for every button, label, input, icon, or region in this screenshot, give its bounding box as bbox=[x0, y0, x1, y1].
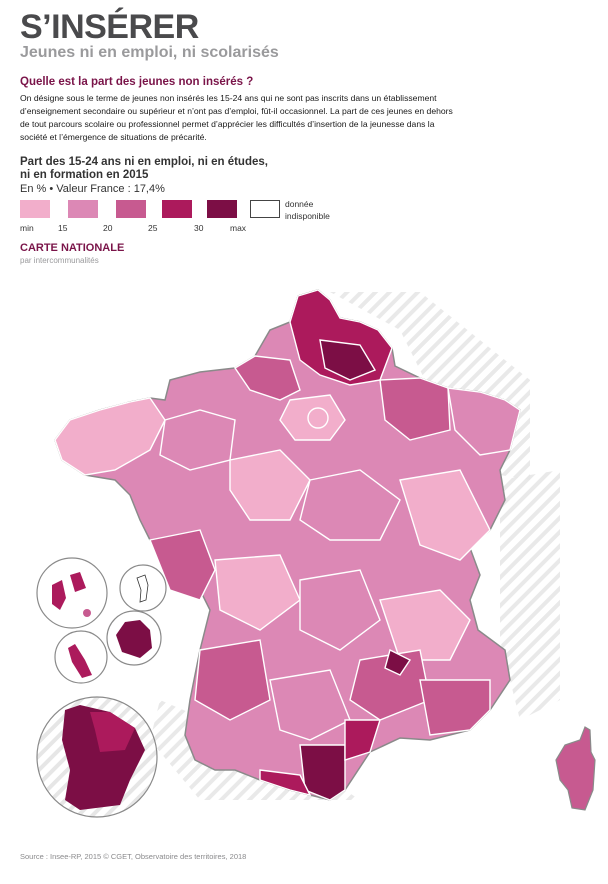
legend-swatch-4 bbox=[162, 200, 192, 218]
legend-title-line2: ni en formation en 2015 bbox=[20, 169, 149, 181]
legend-tick: 15 bbox=[58, 223, 68, 233]
map-section-title: CARTE NATIONALE bbox=[20, 242, 125, 254]
neighbor-hatch-east bbox=[500, 470, 560, 720]
map-section-subtitle: par intercommunalités bbox=[20, 256, 99, 265]
na-label-line2: indisponible bbox=[285, 211, 330, 221]
intro-question: Quelle est la part des jeunes non inséré… bbox=[20, 76, 254, 88]
legend-swatch-no-data bbox=[250, 200, 280, 218]
intro-text: On désigne sous le terme de jeunes non i… bbox=[20, 93, 453, 142]
inset-martinique bbox=[54, 630, 108, 684]
legend-tick: 30 bbox=[194, 223, 204, 233]
legend-swatch-5 bbox=[207, 200, 237, 218]
legend-tick: 20 bbox=[103, 223, 113, 233]
legend-no-data-label: donnée indisponible bbox=[285, 198, 330, 222]
inset-mayotte bbox=[119, 564, 167, 612]
legend-swatch-2 bbox=[68, 200, 98, 218]
page-title: S’INSÉRER bbox=[20, 8, 199, 46]
legend-title: Part des 15-24 ans ni en emploi, ni en é… bbox=[20, 156, 268, 182]
legend-tick: max bbox=[230, 223, 247, 233]
legend-swatch-3 bbox=[116, 200, 146, 218]
legend-tick: 25 bbox=[148, 223, 158, 233]
legend-title-line1: Part des 15-24 ans ni en emploi, ni en é… bbox=[20, 156, 268, 168]
inset-reunion bbox=[106, 610, 162, 666]
legend-swatch-1 bbox=[20, 200, 50, 218]
source-credit: Source : Insee-RP, 2015 © CGET, Observat… bbox=[20, 852, 247, 861]
legend-tick: min bbox=[20, 223, 34, 233]
mainland-france bbox=[54, 289, 521, 801]
france-choropleth-map bbox=[36, 289, 596, 818]
page-subtitle: Jeunes ni en emploi, ni scolarisés bbox=[20, 44, 279, 61]
legend-unit: En % • Valeur France : 17,4% bbox=[20, 183, 165, 195]
na-label-line1: donnée bbox=[285, 199, 314, 209]
inset-guadeloupe bbox=[36, 557, 108, 629]
inset-guyane bbox=[36, 696, 158, 818]
corsica bbox=[555, 726, 596, 811]
